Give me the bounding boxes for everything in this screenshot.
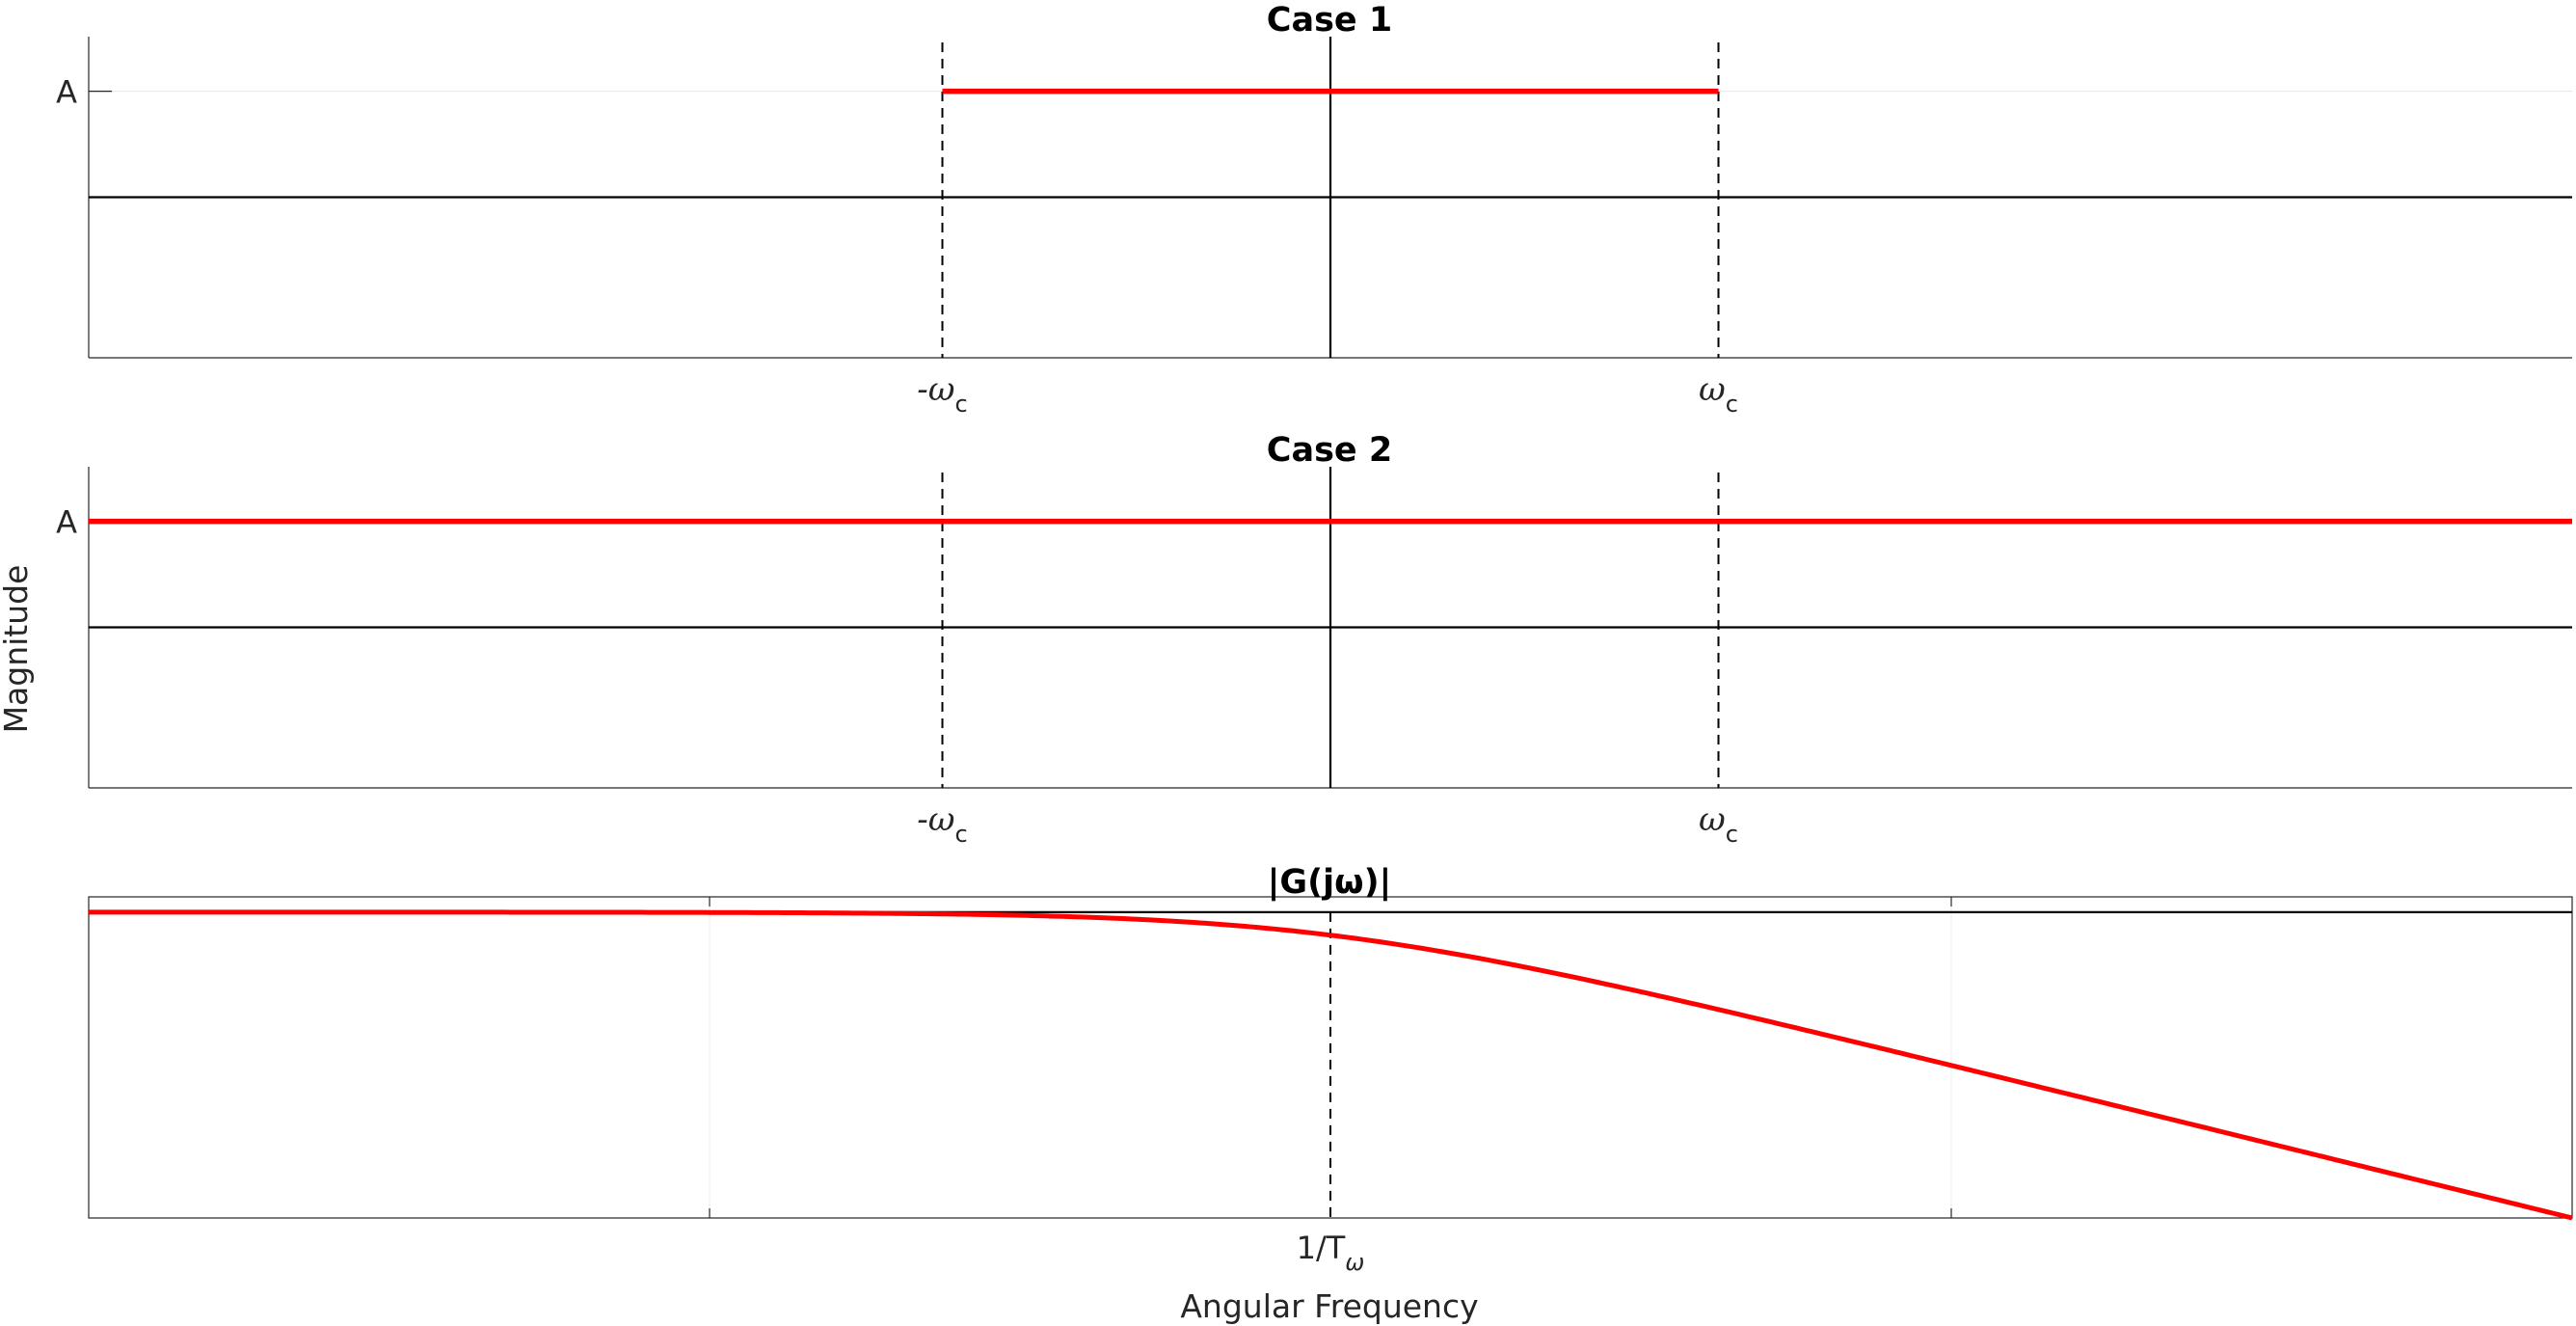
case-2-panel: A -ωc ωc Case 2	[56, 431, 2572, 848]
y-tick-label-a: A	[56, 74, 77, 111]
x-tick-label-wc: ωc	[1699, 370, 1738, 418]
x-axis-label: Angular Frequency	[1180, 1287, 1478, 1325]
panel-title: |G(jω)|	[1268, 863, 1392, 902]
case-1-panel: A -ωc ωc Case 1	[56, 1, 2572, 418]
plot-box	[88, 896, 2573, 1219]
gain-panel: 1/Tω Angular Frequency |G(jω)|	[88, 863, 2573, 1325]
x-tick-label-wc: ωc	[1699, 800, 1738, 848]
x-tick-label-neg-wc: -ωc	[917, 370, 967, 418]
x-tick-label-corner: 1/Tω	[1297, 1230, 1365, 1276]
panel-title: Case 2	[1267, 431, 1392, 470]
x-tick-label-neg-wc: -ωc	[917, 800, 967, 848]
gain-curve	[89, 909, 2573, 1221]
y-tick-label-a: A	[56, 504, 77, 541]
y-axis-label: Magnitude	[0, 565, 35, 734]
panel-title: Case 1	[1267, 1, 1392, 40]
